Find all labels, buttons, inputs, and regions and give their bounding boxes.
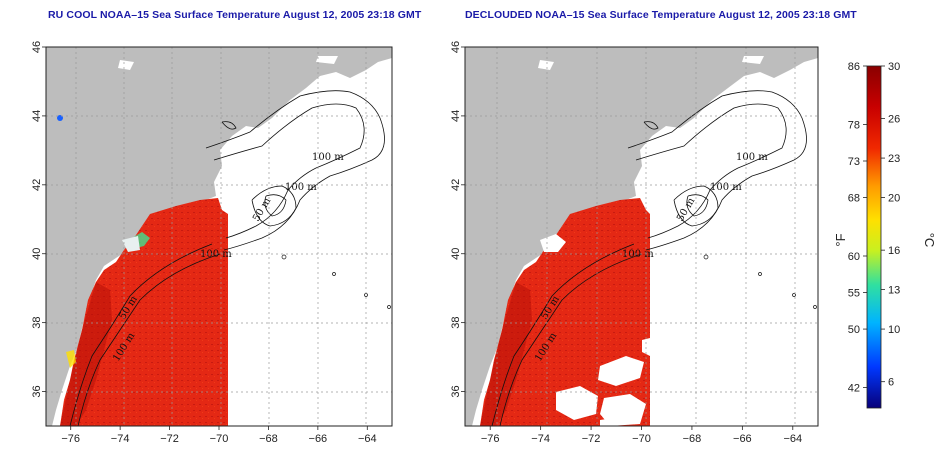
fahrenheit-tick-label: 55 (848, 288, 860, 300)
lake (118, 60, 134, 70)
cloud-gap (540, 234, 566, 252)
celsius-tick-label: 6 (888, 377, 894, 389)
y-tick-label: 44 (450, 110, 462, 122)
land-mass (46, 47, 392, 426)
colorbar-gradient (866, 65, 882, 409)
right-map: 100 m 100 m 50 m 100 m 50 m 100 m −76 −74… (450, 41, 819, 445)
colorbar: 30 26 23 20 16 13 10 6 86 78 73 68 60 55 50 42 °F °C (833, 61, 937, 409)
celsius-tick-label: 30 (888, 61, 900, 73)
x-tick-label: −74 (531, 433, 550, 445)
celsius-tick-label: 20 (888, 193, 900, 205)
cloud-gap (556, 386, 598, 420)
lake (538, 60, 554, 70)
x-tick-label: −64 (358, 433, 377, 445)
graticule (46, 47, 392, 426)
y-tick-label: 46 (31, 41, 43, 53)
celsius-tick-label: 23 (888, 153, 900, 165)
fahrenheit-tick-label: 42 (848, 383, 860, 395)
contour-label: 100 m (285, 182, 317, 193)
x-tick-label: −70 (632, 433, 651, 445)
fahrenheit-tick-label: 60 (848, 251, 860, 263)
x-tick-label: −76 (61, 433, 80, 445)
x-tick-label: −66 (309, 433, 328, 445)
y-tick-label: 40 (450, 248, 462, 260)
x-tick-label: −72 (582, 433, 601, 445)
contour-label: 100 m (200, 249, 232, 260)
y-tick-label: 36 (31, 385, 43, 397)
contour-label: 100 m (312, 152, 344, 163)
x-tick-label: −70 (210, 433, 229, 445)
cool-patch-2 (122, 236, 140, 252)
lake (316, 56, 338, 64)
celsius-unit-label: °C (922, 233, 937, 248)
y-tick-label: 46 (450, 41, 462, 53)
x-tick-label: −66 (733, 433, 752, 445)
contour-label: 100 m (622, 249, 654, 260)
fahrenheit-tick-label: 73 (848, 156, 860, 168)
y-tick-label: 42 (31, 179, 43, 191)
x-tick-label: −72 (160, 433, 179, 445)
cloud-gap (598, 356, 644, 386)
lake (742, 56, 764, 64)
left-map: 100 m 100 m 50 m 100 m 50 m 100 m −76 −74… (31, 41, 393, 445)
x-tick-label: −76 (481, 433, 500, 445)
y-tick-label: 40 (31, 248, 43, 260)
cloud-gap (600, 394, 646, 426)
y-tick-label: 36 (450, 385, 462, 397)
fahrenheit-tick-label: 86 (848, 61, 860, 73)
celsius-tick-label: 10 (888, 324, 900, 336)
contour-label: 100 m (736, 152, 768, 163)
graticule (465, 47, 818, 426)
x-tick-label: −68 (259, 433, 278, 445)
coastal-shade (480, 282, 532, 426)
y-tick-label: 42 (450, 179, 462, 191)
right-panel-title: DECLOUDED NOAA–15 Sea Surface Temperatur… (465, 9, 857, 21)
right-axis-ticks: −76 −74 −72 −70 −68 −66 −64 36 38 40 42 44 46 (450, 41, 802, 445)
y-tick-label: 44 (31, 110, 43, 122)
x-tick-label: −74 (111, 433, 130, 445)
x-tick-label: −68 (683, 433, 702, 445)
contour-label: 50 m (675, 196, 697, 224)
celsius-tick-label: 16 (888, 245, 900, 257)
land-mass (465, 47, 818, 426)
warm-estuary (66, 350, 76, 368)
contour-label: 100 m (710, 182, 742, 193)
celsius-tick-label: 26 (888, 114, 900, 126)
buoy-spot (57, 115, 63, 121)
cloud-gap (600, 418, 616, 426)
left-axis-ticks: −76 −74 −72 −70 −68 −66 −64 36 38 40 42 44 46 (31, 41, 377, 445)
coastal-shade (60, 282, 112, 426)
bathymetry-contours (69, 90, 385, 426)
y-tick-label: 38 (450, 317, 462, 329)
fahrenheit-tick-label: 50 (848, 324, 860, 336)
x-tick-label: −64 (783, 433, 802, 445)
left-panel-title: RU COOL NOAA–15 Sea Surface Temperature … (48, 9, 422, 21)
fahrenheit-tick-label: 68 (848, 193, 860, 205)
celsius-tick-label: 13 (888, 285, 900, 297)
colorbar-ticks: 30 26 23 20 16 13 10 6 86 78 73 68 60 55 50 42 (848, 61, 901, 395)
fahrenheit-unit-label: °F (833, 233, 848, 246)
y-tick-label: 38 (31, 317, 43, 329)
fahrenheit-tick-label: 78 (848, 119, 860, 131)
